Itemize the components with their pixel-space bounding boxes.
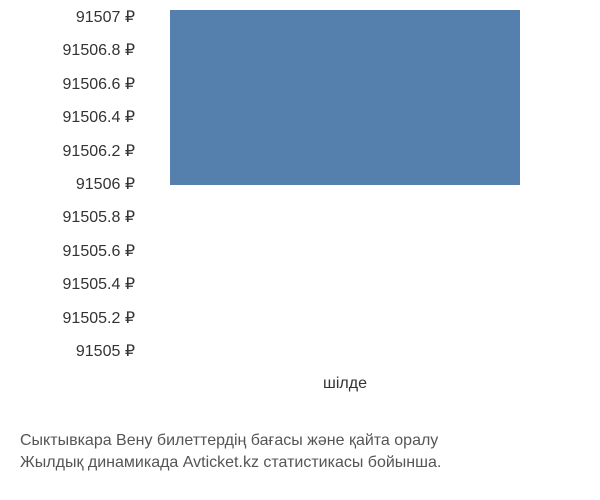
x-axis: шілде (20, 375, 580, 393)
price-chart: 91507 ₽ 91506.8 ₽ 91506.6 ₽ 91506.4 ₽ 91… (20, 10, 580, 410)
y-axis: 91507 ₽ 91506.8 ₽ 91506.6 ₽ 91506.4 ₽ 91… (20, 10, 150, 360)
plot-area (150, 10, 580, 360)
caption-line-2: Жылдық динамикада Avticket.kz статистика… (20, 452, 580, 474)
y-tick: 91506.4 ₽ (63, 110, 135, 126)
y-tick: 91505.4 ₽ (63, 277, 135, 293)
y-tick: 91506.2 ₽ (63, 144, 135, 160)
y-tick: 91506.8 ₽ (63, 43, 135, 59)
y-tick: 91505.6 ₽ (63, 244, 135, 260)
y-tick: 91505.2 ₽ (63, 311, 135, 327)
chart-caption: Сыктывкара Вену билеттердің бағасы және … (20, 430, 580, 475)
bar-july (170, 10, 520, 185)
chart-area: 91507 ₽ 91506.8 ₽ 91506.6 ₽ 91506.4 ₽ 91… (20, 10, 580, 360)
y-tick: 91505.8 ₽ (63, 210, 135, 226)
y-tick: 91505 ₽ (76, 344, 135, 360)
x-label-july: шілде (323, 375, 367, 393)
y-tick: 91506 ₽ (76, 177, 135, 193)
caption-line-1: Сыктывкара Вену билеттердің бағасы және … (20, 430, 580, 452)
y-tick: 91506.6 ₽ (63, 77, 135, 93)
y-tick: 91507 ₽ (76, 10, 135, 26)
